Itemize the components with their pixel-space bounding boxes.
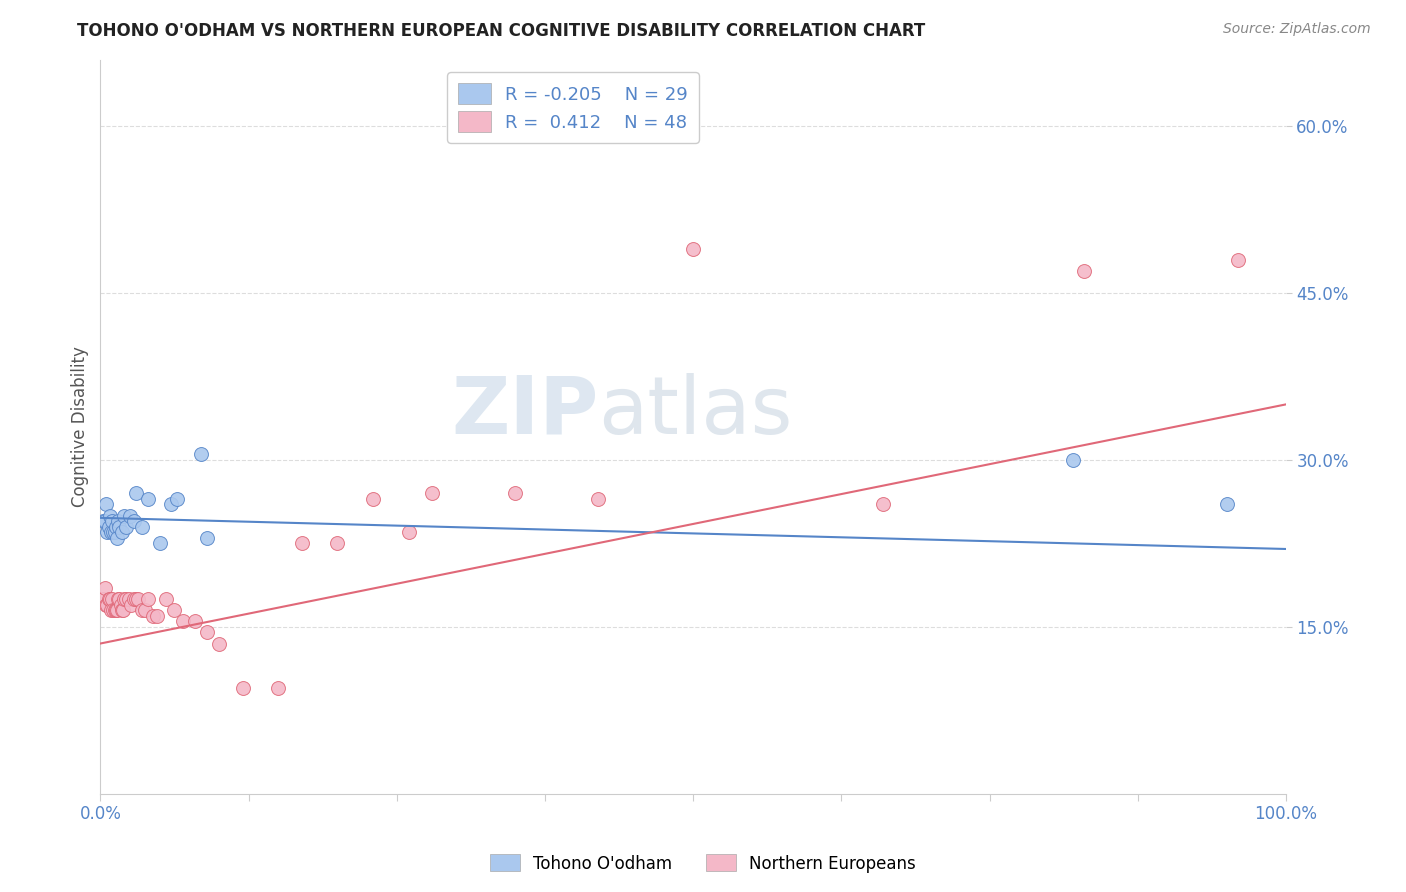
Point bbox=[118, 592, 141, 607]
Point bbox=[195, 531, 218, 545]
Point bbox=[107, 592, 129, 607]
Point bbox=[120, 598, 142, 612]
Point bbox=[91, 592, 114, 607]
Point bbox=[118, 508, 141, 523]
Point bbox=[97, 592, 120, 607]
Point bbox=[1215, 498, 1237, 512]
Point bbox=[108, 520, 131, 534]
Legend: Tohono O'odham, Northern Europeans: Tohono O'odham, Northern Europeans bbox=[484, 847, 922, 880]
Point bbox=[1073, 264, 1095, 278]
Point bbox=[105, 531, 128, 545]
Point bbox=[112, 592, 135, 607]
Point bbox=[111, 603, 134, 617]
Point bbox=[291, 536, 314, 550]
Point bbox=[172, 615, 194, 629]
Point bbox=[131, 603, 153, 617]
Point bbox=[94, 514, 117, 528]
Point bbox=[97, 520, 120, 534]
Point bbox=[398, 525, 420, 540]
Point bbox=[125, 486, 148, 500]
Point bbox=[420, 486, 443, 500]
Point bbox=[149, 536, 172, 550]
Point bbox=[166, 491, 188, 506]
Point bbox=[190, 447, 212, 461]
Point bbox=[146, 608, 169, 623]
Point bbox=[136, 592, 159, 607]
Text: Source: ZipAtlas.com: Source: ZipAtlas.com bbox=[1223, 22, 1371, 37]
Point bbox=[872, 498, 894, 512]
Text: TOHONO O'ODHAM VS NORTHERN EUROPEAN COGNITIVE DISABILITY CORRELATION CHART: TOHONO O'ODHAM VS NORTHERN EUROPEAN COGN… bbox=[77, 22, 925, 40]
Point bbox=[107, 514, 129, 528]
Point bbox=[503, 486, 526, 500]
Point bbox=[160, 498, 183, 512]
Point bbox=[91, 514, 114, 528]
Point bbox=[96, 525, 118, 540]
Point bbox=[103, 525, 125, 540]
Point bbox=[100, 525, 122, 540]
Point bbox=[98, 508, 121, 523]
Point bbox=[122, 514, 145, 528]
Point bbox=[361, 491, 384, 506]
Point bbox=[1227, 252, 1250, 267]
Point bbox=[101, 514, 124, 528]
Point bbox=[1062, 453, 1084, 467]
Point bbox=[94, 581, 117, 595]
Point bbox=[112, 508, 135, 523]
Point bbox=[103, 525, 125, 540]
Point bbox=[125, 592, 148, 607]
Point bbox=[103, 603, 125, 617]
Point bbox=[122, 592, 145, 607]
Point bbox=[267, 681, 290, 695]
Point bbox=[96, 598, 118, 612]
Y-axis label: Cognitive Disability: Cognitive Disability bbox=[72, 346, 89, 507]
Point bbox=[155, 592, 177, 607]
Point bbox=[326, 536, 349, 550]
Point bbox=[105, 603, 128, 617]
Point bbox=[184, 615, 207, 629]
Point bbox=[111, 603, 134, 617]
Text: atlas: atlas bbox=[599, 373, 793, 451]
Point bbox=[115, 592, 138, 607]
Point bbox=[136, 491, 159, 506]
Point bbox=[96, 598, 118, 612]
Point bbox=[111, 525, 134, 540]
Point bbox=[104, 520, 127, 534]
Point bbox=[232, 681, 254, 695]
Point bbox=[588, 491, 610, 506]
Point bbox=[134, 603, 156, 617]
Point bbox=[682, 242, 704, 256]
Point bbox=[96, 498, 118, 512]
Point bbox=[103, 603, 125, 617]
Point bbox=[104, 603, 127, 617]
Point bbox=[141, 608, 163, 623]
Point bbox=[115, 520, 138, 534]
Point bbox=[195, 625, 218, 640]
Point bbox=[108, 592, 131, 607]
Point bbox=[100, 603, 122, 617]
Point bbox=[208, 636, 231, 650]
Text: ZIP: ZIP bbox=[451, 373, 599, 451]
Point bbox=[98, 592, 121, 607]
Legend: R = -0.205    N = 29, R =  0.412    N = 48: R = -0.205 N = 29, R = 0.412 N = 48 bbox=[447, 72, 699, 143]
Point bbox=[101, 592, 124, 607]
Point bbox=[163, 603, 186, 617]
Point bbox=[110, 598, 132, 612]
Point bbox=[127, 592, 149, 607]
Point bbox=[131, 520, 153, 534]
